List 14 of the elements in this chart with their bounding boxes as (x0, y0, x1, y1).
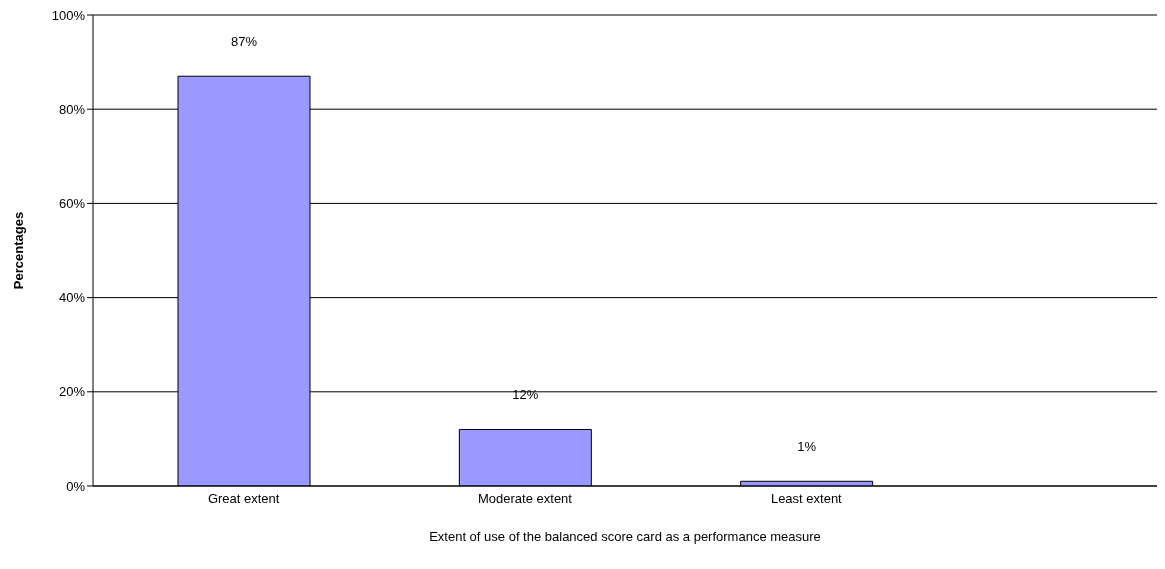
y-tick-label: 20% (58, 384, 86, 400)
x-tick-label: Moderate extent (478, 491, 573, 507)
y-tick-label: 80% (58, 101, 86, 117)
y-tick-label: 60% (58, 196, 86, 212)
data-label: 87% (230, 34, 258, 50)
x-axis-title: Extent of use of the balanced score card as a performance measure (429, 529, 821, 544)
x-tick-label: Great extent (207, 491, 280, 507)
y-tick-label: 100% (51, 7, 86, 23)
x-tick-label: Least extent (770, 491, 843, 507)
y-axis-title: Percentages (10, 211, 26, 290)
y-tick-label: 40% (58, 290, 86, 306)
y-tick-label: 0% (66, 478, 86, 494)
data-label: 1% (797, 439, 817, 455)
data-label: 12% (512, 387, 539, 403)
